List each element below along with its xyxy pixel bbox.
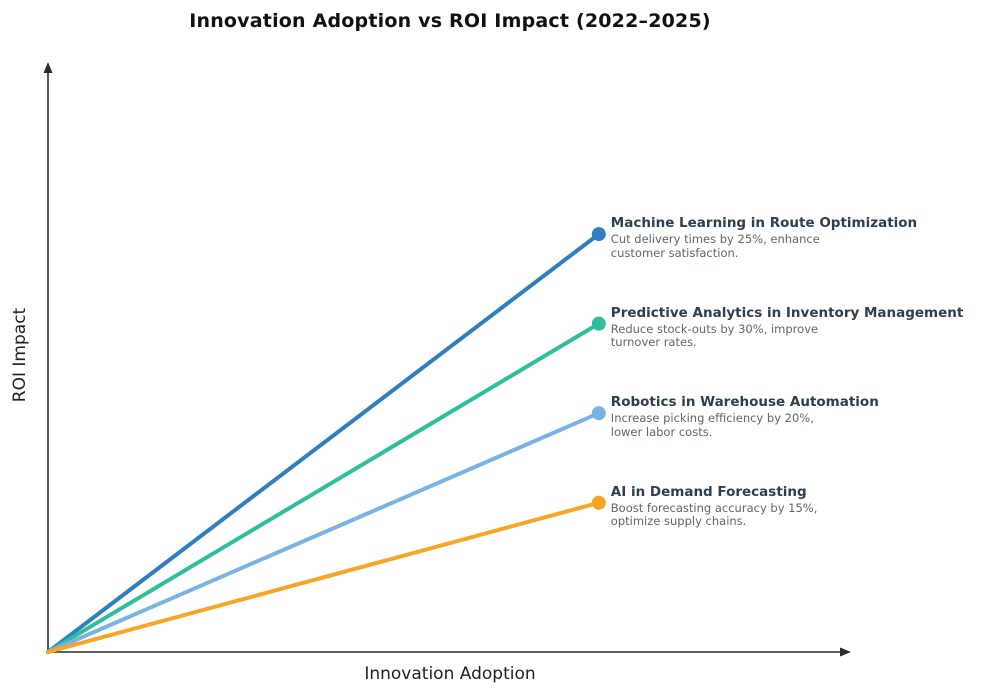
series-endpoint-predictive-analytics [591,316,606,331]
series-endpoint-ai-forecasting [591,495,606,510]
series-label-ai-forecasting: AI in Demand Forecasting Boost forecasti… [611,484,991,529]
series-name: AI in Demand Forecasting [610,483,807,500]
series-line-ai-forecasting [46,500,601,654]
x-axis-label: Innovation Adoption [364,664,536,684]
series-endpoint-group [591,227,606,510]
series-line-machine-learning [46,232,601,654]
series-endpoint-robotics [591,406,606,421]
series-line-robotics [46,411,601,654]
series-label-robotics: Robotics in Warehouse Automation Increas… [611,394,991,439]
series-name: Robotics in Warehouse Automation [610,394,879,411]
series-description: Cut delivery times by 25%, enhance custo… [610,232,820,260]
series-name: Machine Learning in Route Optimization [610,215,918,232]
series-label-machine-learning: Machine Learning in Route Optimization C… [611,215,991,260]
series-line-group [46,232,601,654]
series-description: Increase picking efficiency by 20%, lowe… [610,411,814,439]
series-description: Reduce stock-outs by 30%, improve turnov… [610,321,819,350]
series-line-predictive-analytics [46,321,601,654]
chart-title: Innovation Adoption vs ROI Impact (2022–… [189,10,711,32]
series-label-predictive-analytics: Predictive Analytics in Inventory Manage… [611,305,991,350]
series-endpoint-machine-learning [591,227,606,242]
series-name: Predictive Analytics in Inventory Manage… [610,304,964,321]
y-axis-label: ROI Impact [10,307,30,403]
series-description: Boost forecasting accuracy by 15%, optim… [610,500,818,529]
